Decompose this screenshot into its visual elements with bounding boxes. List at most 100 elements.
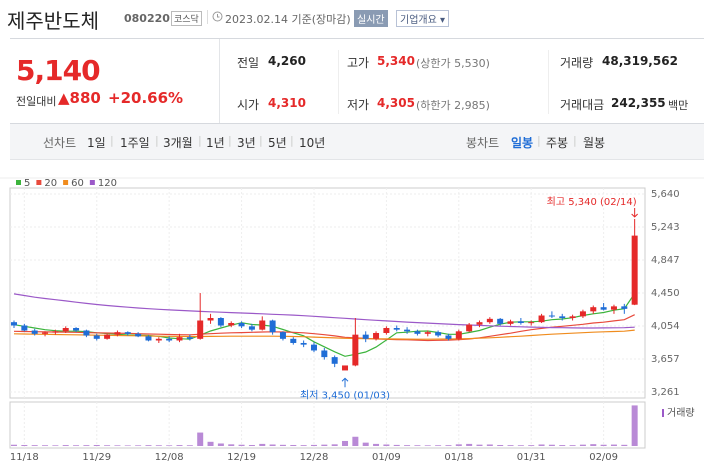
period-button[interactable]: 일봉 (511, 136, 534, 150)
candle-body (579, 311, 586, 317)
legend-label: 5 (24, 178, 30, 189)
low-annotation: 최저 3,450 (01/03) (300, 389, 390, 401)
volume-bar (321, 444, 328, 446)
moving-average-line (13, 293, 635, 329)
volume-bar (279, 444, 286, 446)
candle-body (466, 324, 473, 332)
change-rate: +20.66% (108, 89, 184, 107)
stat-label: 거래량 (560, 56, 594, 70)
candle-body (155, 338, 162, 341)
volume-bar (114, 445, 121, 446)
period-button[interactable]: 1주일 (120, 136, 150, 150)
volume-bar (404, 445, 411, 446)
stock-code: 080220 (124, 12, 170, 25)
chart: 5 20 60 120 5,640 5,243 4,847 4,450 4,054 3,657 3,… (0, 177, 704, 463)
volume-bar (21, 444, 28, 446)
period-button[interactable]: 1일 (87, 136, 106, 150)
candle-body (290, 338, 297, 343)
x-tick-label: 11/29 (82, 452, 111, 463)
candle-body (310, 344, 317, 351)
candle-body (207, 318, 214, 321)
volume-bar (414, 445, 421, 446)
candle-body (342, 365, 349, 371)
candle-body (424, 332, 431, 334)
low-arrow (341, 377, 349, 388)
candle-body (93, 335, 100, 339)
volume-bar (104, 445, 111, 446)
period-button[interactable]: 3년 (237, 136, 256, 150)
volume-bar (383, 444, 390, 446)
x-tick-label: 01/18 (444, 452, 473, 463)
y-tick-label: 5,243 (651, 222, 680, 233)
candle-body (11, 322, 17, 326)
volume-bar (621, 444, 628, 446)
legend-swatch (36, 180, 42, 185)
candle-body (631, 235, 638, 305)
volume-bar (228, 444, 235, 446)
divider (207, 10, 208, 24)
volume-frame (9, 401, 646, 449)
volume-bar (217, 443, 224, 446)
stat-note: (하한가 2,985) (416, 99, 490, 112)
volume-bar (590, 444, 597, 446)
sep: | (198, 134, 202, 147)
candle-body (528, 322, 535, 324)
volume-bar (155, 445, 162, 446)
candle-body (104, 334, 111, 339)
period-button[interactable]: 5년 (268, 136, 287, 150)
volume-bar (135, 445, 142, 446)
period-button[interactable]: 월봉 (583, 136, 606, 150)
candle-body (383, 327, 390, 333)
candle-body (507, 321, 514, 324)
y-tick-label: 3,657 (651, 354, 680, 365)
period-button[interactable]: 3개월 (163, 136, 193, 150)
border (10, 38, 704, 39)
sep: | (155, 134, 159, 147)
x-tick-label: 12/08 (155, 452, 184, 463)
stat-label: 전일 (237, 56, 260, 70)
candle-body (559, 316, 566, 319)
volume-bar (559, 445, 566, 446)
candle-body (373, 332, 380, 339)
volume-bar (186, 445, 193, 446)
realtime-badge[interactable]: 실시간 (354, 10, 388, 27)
sep: | (573, 134, 577, 147)
high-annotation: 최고 5,340 (02/14) (547, 196, 637, 208)
candle-body (228, 323, 235, 326)
market-badge: 코스닥 (171, 11, 202, 26)
moving-average-line (13, 293, 636, 357)
volume-bar (83, 445, 90, 446)
company-info-button[interactable]: 기업개요 ▾ (396, 10, 450, 27)
volume-label: 거래량 (667, 407, 695, 419)
sep: | (537, 134, 541, 147)
volume-swatch (662, 409, 664, 417)
volume-bar (300, 445, 307, 446)
period-button[interactable]: 주봉 (546, 136, 569, 150)
candle-body (445, 335, 452, 339)
volume-bar (197, 432, 204, 446)
period-button[interactable]: 1년 (206, 136, 225, 150)
stat-value: 5,340 (377, 54, 415, 68)
candle-body (83, 330, 90, 336)
legend-swatch (89, 180, 95, 185)
candle-body (197, 320, 204, 339)
candle-chart-label: 봉차트 (466, 136, 500, 150)
volume-bar (455, 444, 462, 446)
volume-bar (497, 444, 504, 446)
candle-body (321, 350, 328, 358)
x-tick-label: 12/19 (227, 452, 256, 463)
candle-body (610, 306, 617, 310)
sep: | (110, 134, 114, 147)
volume-bar (11, 444, 17, 446)
volume-bar (42, 445, 49, 446)
volume-bar (269, 444, 276, 446)
period-button[interactable]: 10년 (299, 136, 326, 150)
divider (219, 39, 220, 123)
stat-value: 242,355 (611, 96, 666, 110)
y-tick-label: 3,261 (651, 387, 680, 398)
stock-name: 제주반도체 (7, 9, 99, 33)
candle-body (517, 321, 524, 324)
volume-bar (342, 440, 349, 446)
volume-bar (373, 443, 380, 446)
candle-body (600, 307, 607, 310)
